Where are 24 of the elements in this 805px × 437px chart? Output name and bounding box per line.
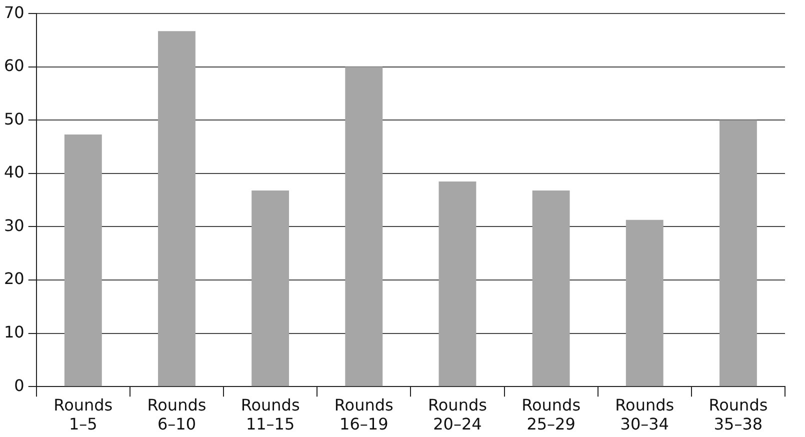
y-tick-label: 70 [4, 2, 24, 22]
bar [64, 134, 102, 386]
x-tick-label: Rounds 16–19 [334, 395, 394, 434]
bar [345, 66, 383, 386]
x-tick-label: Rounds 11–15 [240, 395, 300, 434]
x-tick-label: Rounds 30–34 [615, 395, 674, 434]
x-tick-label: Rounds 25–29 [522, 395, 581, 434]
y-tick-label: 0 [14, 376, 24, 395]
bar [532, 190, 570, 386]
y-tick-label: 20 [4, 269, 24, 288]
y-tick-label: 50 [4, 109, 24, 128]
bar [719, 120, 757, 386]
y-tick-label: 10 [4, 322, 24, 342]
y-tick-label: 60 [4, 56, 24, 76]
bar [252, 190, 290, 386]
bar [438, 181, 476, 386]
x-tick-label: Rounds 35–38 [708, 395, 768, 434]
x-tick-label: Rounds 1–5 [54, 395, 113, 434]
bar [626, 220, 664, 386]
y-tick-label: 30 [4, 216, 24, 235]
x-tick-label: Rounds 6–10 [147, 395, 206, 434]
x-tick-label: Rounds 20–24 [428, 395, 487, 434]
y-tick-label: 40 [4, 162, 24, 182]
bar [158, 31, 196, 386]
